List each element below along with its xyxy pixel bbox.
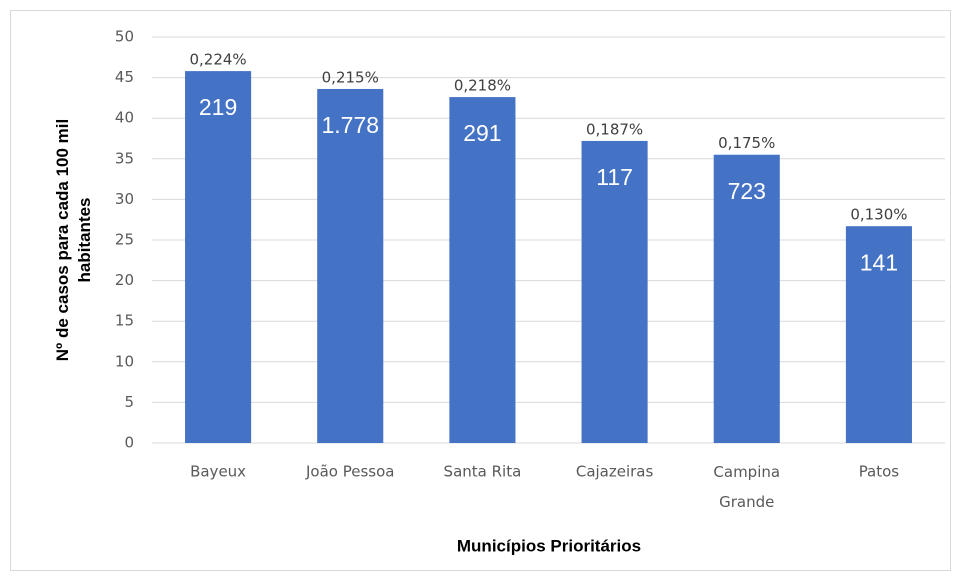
- y-axis-title: Nº de casos para cada 100 mil habitantes: [53, 119, 94, 361]
- y-tick-label: 15: [115, 312, 134, 330]
- y-tick-label: 50: [115, 28, 134, 46]
- y-tick-label: 45: [115, 68, 134, 86]
- bar: [581, 140, 648, 443]
- percent-label: 0,218%: [454, 77, 511, 95]
- x-tick-label: Cajazeiras: [576, 463, 654, 481]
- cases-label: 141: [860, 249, 898, 275]
- cases-label: 219: [199, 94, 237, 120]
- bar: [845, 226, 912, 443]
- percent-label: 0,224%: [189, 51, 246, 69]
- cases-label: 291: [463, 120, 501, 146]
- bar: [317, 88, 384, 443]
- y-tick-label: 0: [124, 434, 134, 452]
- y-tick-label: 10: [115, 352, 134, 370]
- bar: [713, 154, 780, 444]
- x-tick-label: Bayeux: [190, 463, 246, 481]
- y-tick-label: 20: [115, 271, 134, 289]
- percent-label: 0,130%: [850, 206, 907, 224]
- y-tick-label: 5: [124, 393, 134, 411]
- y-tick-label: 30: [115, 190, 134, 208]
- cases-label: 1.778: [321, 112, 379, 138]
- bar: [185, 71, 252, 443]
- x-tick-label: João Pessoa: [305, 463, 394, 481]
- x-axis-title: Municípios Prioritários: [457, 536, 641, 555]
- bar: [449, 97, 516, 443]
- x-tick-label: Patos: [859, 463, 900, 481]
- percent-label: 0,175%: [718, 134, 775, 152]
- y-tick-label: 40: [115, 109, 134, 127]
- cases-label: 117: [596, 164, 633, 190]
- percent-label: 0,215%: [322, 68, 379, 86]
- y-tick-label: 25: [115, 231, 134, 249]
- x-tick-label: Campina Grande: [713, 463, 780, 511]
- percent-label: 0,187%: [586, 120, 643, 138]
- y-tick-label: 35: [115, 149, 134, 167]
- cases-label: 723: [728, 178, 766, 204]
- x-tick-label: Santa Rita: [444, 463, 522, 481]
